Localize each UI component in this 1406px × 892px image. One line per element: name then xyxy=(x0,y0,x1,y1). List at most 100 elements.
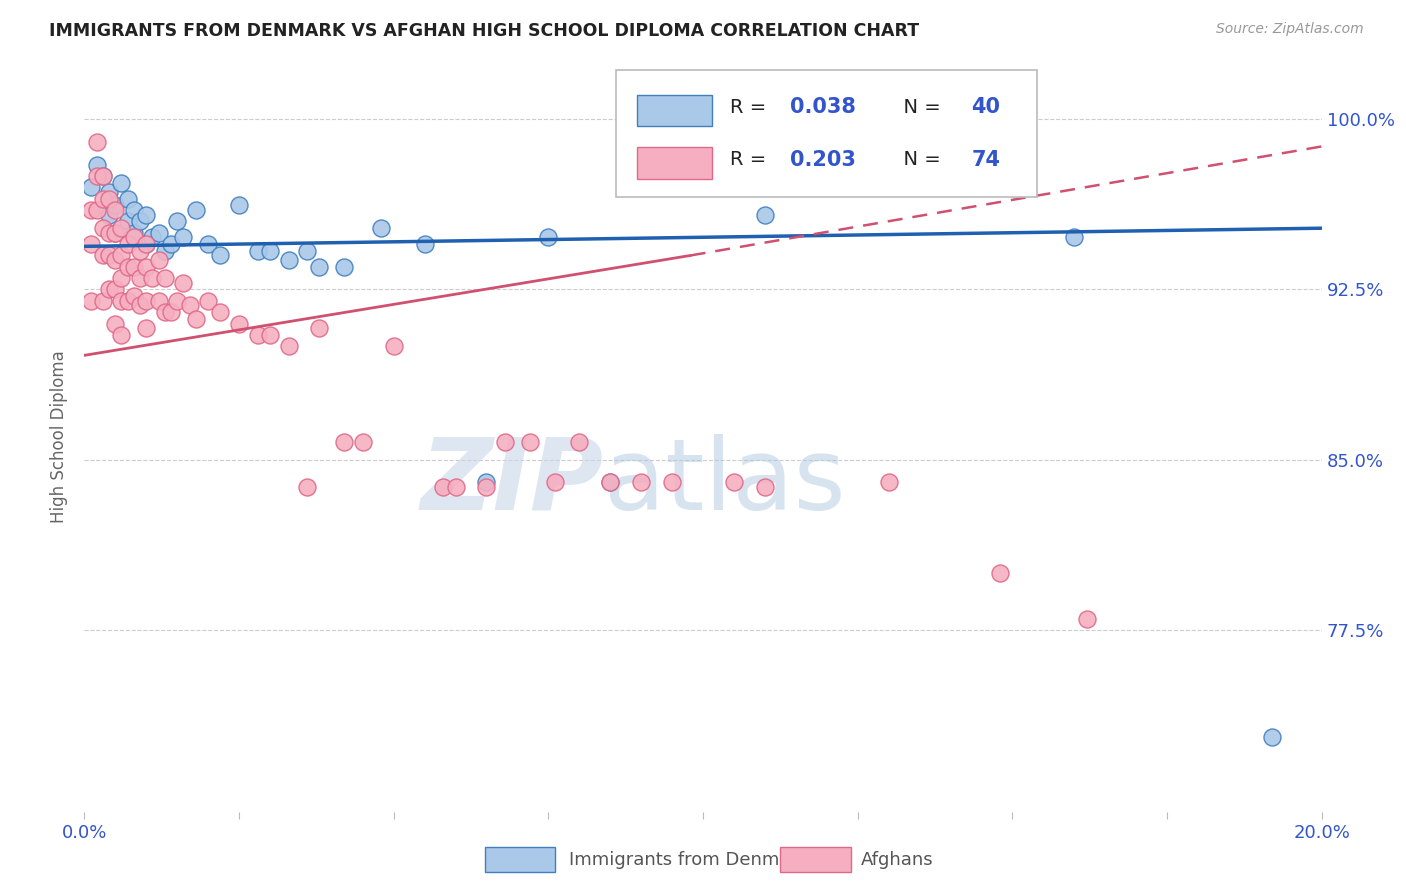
Point xyxy=(295,480,318,494)
Point xyxy=(91,192,114,206)
Point xyxy=(104,198,127,212)
Point xyxy=(370,221,392,235)
Text: 0.038: 0.038 xyxy=(790,97,855,118)
Point xyxy=(432,480,454,494)
Point xyxy=(91,293,114,308)
Point xyxy=(754,480,776,494)
Point xyxy=(184,202,207,217)
Point xyxy=(160,237,183,252)
Point xyxy=(122,230,145,244)
Point xyxy=(135,237,157,252)
Point xyxy=(135,237,157,252)
Point xyxy=(153,305,176,319)
Point xyxy=(117,237,139,252)
Point xyxy=(661,112,683,127)
Text: 74: 74 xyxy=(972,150,1001,169)
Point xyxy=(723,475,745,490)
FancyBboxPatch shape xyxy=(637,95,711,126)
Point xyxy=(129,244,152,258)
Point xyxy=(333,260,356,274)
Text: Afghans: Afghans xyxy=(860,851,934,869)
Point xyxy=(110,271,132,285)
Point xyxy=(277,252,299,267)
Point xyxy=(79,180,101,194)
Point xyxy=(122,289,145,303)
Point xyxy=(166,214,188,228)
Point xyxy=(110,221,132,235)
Point xyxy=(122,260,145,274)
Text: ZIP: ZIP xyxy=(420,434,605,531)
Point xyxy=(259,327,281,342)
Point xyxy=(382,339,405,353)
Point xyxy=(172,276,194,290)
Text: 0.203: 0.203 xyxy=(790,150,855,169)
Point xyxy=(129,214,152,228)
Point xyxy=(519,434,541,449)
Point xyxy=(277,339,299,353)
Point xyxy=(141,271,163,285)
Point xyxy=(246,327,269,342)
Point xyxy=(110,176,132,190)
Point xyxy=(104,226,127,240)
Point xyxy=(444,480,467,494)
Point xyxy=(160,305,183,319)
Point xyxy=(494,434,516,449)
Point xyxy=(153,244,176,258)
Point xyxy=(91,248,114,262)
Point xyxy=(86,158,108,172)
Point xyxy=(246,244,269,258)
Point xyxy=(117,214,139,228)
Point xyxy=(122,226,145,240)
Point xyxy=(98,185,121,199)
Point xyxy=(86,202,108,217)
Point xyxy=(166,293,188,308)
Point xyxy=(308,260,330,274)
Point xyxy=(228,317,250,331)
Point xyxy=(295,244,318,258)
Point xyxy=(308,321,330,335)
Point xyxy=(754,208,776,222)
Point xyxy=(988,566,1011,581)
Point xyxy=(117,293,139,308)
Point xyxy=(599,475,621,490)
FancyBboxPatch shape xyxy=(637,147,711,178)
Point xyxy=(413,237,436,252)
Point xyxy=(135,321,157,335)
Point xyxy=(172,230,194,244)
Point xyxy=(135,260,157,274)
Point xyxy=(148,293,170,308)
Point xyxy=(104,252,127,267)
Point xyxy=(228,198,250,212)
Point xyxy=(98,248,121,262)
Point xyxy=(79,202,101,217)
Text: 40: 40 xyxy=(972,97,1001,118)
Point xyxy=(148,252,170,267)
Point xyxy=(98,283,121,297)
Point xyxy=(197,237,219,252)
Point xyxy=(259,244,281,258)
Point xyxy=(543,475,565,490)
Point xyxy=(117,192,139,206)
Point xyxy=(568,434,591,449)
Point xyxy=(117,260,139,274)
Point xyxy=(104,226,127,240)
Point xyxy=(475,480,498,494)
Point xyxy=(86,169,108,183)
Text: atlas: atlas xyxy=(605,434,845,531)
Text: Immigrants from Denmark: Immigrants from Denmark xyxy=(569,851,808,869)
Point xyxy=(110,293,132,308)
Point xyxy=(98,192,121,206)
Point xyxy=(141,230,163,244)
Point xyxy=(661,475,683,490)
Point xyxy=(110,248,132,262)
Point xyxy=(129,298,152,312)
Point xyxy=(104,317,127,331)
Point xyxy=(79,293,101,308)
Point xyxy=(537,230,560,244)
Point xyxy=(86,135,108,149)
FancyBboxPatch shape xyxy=(616,70,1038,197)
Point xyxy=(1261,730,1284,744)
Y-axis label: High School Diploma: High School Diploma xyxy=(51,351,69,524)
Point xyxy=(98,208,121,222)
Point xyxy=(122,202,145,217)
